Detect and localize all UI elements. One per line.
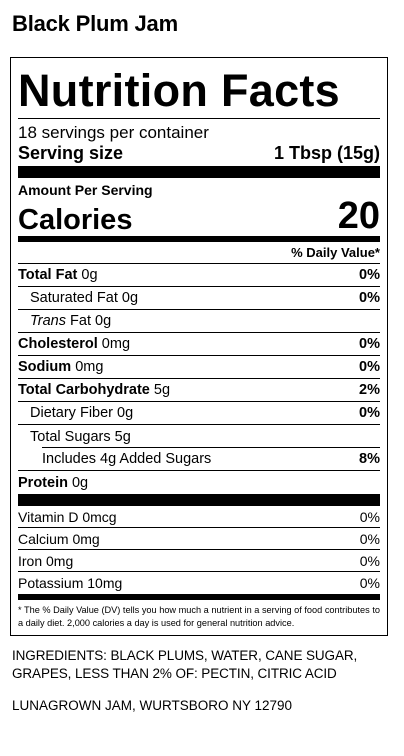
vitamin-row-iron: Iron 0mg 0% xyxy=(18,550,380,572)
vitamin-dv: 0% xyxy=(359,530,380,547)
product-title: Black Plum Jam xyxy=(12,11,178,36)
serving-size-value: 1 Tbsp (15g) xyxy=(273,143,380,163)
nutrient-amount: 0mg xyxy=(101,336,131,352)
nutrient-row-trans-fat: Trans Fat 0g xyxy=(18,310,380,333)
daily-value-footnote: * The % Daily Value (DV) tells you how m… xyxy=(18,605,380,628)
vitamin-row-vitamin-d: Vitamin D 0mcg 0% xyxy=(18,506,380,528)
nutrient-amount: 0mg xyxy=(75,359,104,375)
nutrient-name: Includes 4g Added Sugars xyxy=(42,451,212,467)
vitamin-name: Calcium 0mg xyxy=(18,530,100,547)
serving-size-row: Serving size 1 Tbsp (15g) xyxy=(18,142,380,164)
thick-divider xyxy=(18,166,380,178)
nutrient-row-cholesterol: Cholesterol 0mg 0% xyxy=(18,333,380,356)
manufacturer-text: LUNAGROWN JAM, WURTSBORO NY 12790 xyxy=(12,698,293,713)
calories-label: Calories xyxy=(18,204,133,236)
vitamin-dv: 0% xyxy=(359,552,380,569)
nutrient-name: Protein xyxy=(18,474,68,491)
servings-per-container: 18 servings per container xyxy=(18,123,209,142)
nutrient-amount: 5g xyxy=(114,428,131,445)
nutrient-row-sodium: Sodium 0mg 0% xyxy=(18,356,380,379)
nutrient-name: Cholesterol xyxy=(18,336,98,352)
daily-value-header: % Daily Value* xyxy=(18,242,380,264)
nutrient-amount: Fat 0g xyxy=(70,313,112,329)
ingredients-text: INGREDIENTS: BLACK PLUMS, WATER, CANE SU… xyxy=(12,648,358,681)
nutrient-name: Saturated Fat xyxy=(30,290,118,306)
calories-value: 20 xyxy=(337,195,380,237)
nutrient-name: Total Carbohydrate xyxy=(18,382,150,398)
vitamin-row-calcium: Calcium 0mg 0% xyxy=(18,528,380,550)
nutrient-row-total-carbohydrate: Total Carbohydrate 5g 2% xyxy=(18,379,380,402)
nutrient-dv: 0% xyxy=(359,405,380,421)
vitamin-dv: 0% xyxy=(359,575,380,591)
nutrient-row-protein: Protein 0g xyxy=(18,471,380,494)
nutrient-name: Sodium xyxy=(18,359,72,375)
nutrient-name: Total Fat xyxy=(18,267,78,283)
nutrient-name: Total Sugars xyxy=(30,428,111,445)
medium-divider xyxy=(18,594,380,600)
nutrient-amount: 0g xyxy=(81,267,98,283)
nutrient-row-added-sugars: Includes 4g Added Sugars 8% xyxy=(18,448,380,471)
nutrient-dv: 0% xyxy=(359,267,380,283)
nutrient-amount: 0g xyxy=(121,290,139,306)
nutrient-dv: 0% xyxy=(359,290,380,306)
nutrient-row-total-sugars: Total Sugars 5g xyxy=(18,425,380,448)
vitamin-name: Vitamin D 0mcg xyxy=(18,508,117,525)
medium-divider xyxy=(18,236,380,242)
nutrient-amount: 5g xyxy=(153,382,171,398)
nutrition-facts-heading: Nutrition Facts xyxy=(18,65,341,116)
nutrient-dv: 2% xyxy=(359,382,380,398)
nutrient-row-total-fat: Total Fat 0g 0% xyxy=(18,264,380,287)
thick-divider xyxy=(18,494,380,506)
nutrient-name: Dietary Fiber xyxy=(30,405,113,421)
calories-row: Calories 20 xyxy=(18,196,380,236)
nutrient-row-saturated-fat: Saturated Fat 0g 0% xyxy=(18,287,380,310)
nutrient-name: Trans xyxy=(30,313,66,329)
amount-per-serving: Amount Per Serving xyxy=(18,182,153,198)
nutrient-row-dietary-fiber: Dietary Fiber 0g 0% xyxy=(18,402,380,425)
vitamin-name: Iron 0mg xyxy=(18,552,74,569)
vitamin-dv: 0% xyxy=(359,508,380,525)
nutrient-dv: 0% xyxy=(359,359,380,375)
nutrient-dv: 0% xyxy=(359,336,380,352)
nutrient-amount: 0g xyxy=(71,474,89,491)
vitamin-row-potassium: Potassium 10mg 0% xyxy=(18,572,380,594)
serving-size-label: Serving size xyxy=(18,143,124,163)
nutrient-dv: 8% xyxy=(359,451,380,467)
nutrient-amount: 0g xyxy=(117,405,134,421)
nutrition-facts-label: Nutrition Facts 18 servings per containe… xyxy=(10,57,388,636)
divider xyxy=(18,118,380,119)
vitamin-name: Potassium 10mg xyxy=(18,575,123,591)
